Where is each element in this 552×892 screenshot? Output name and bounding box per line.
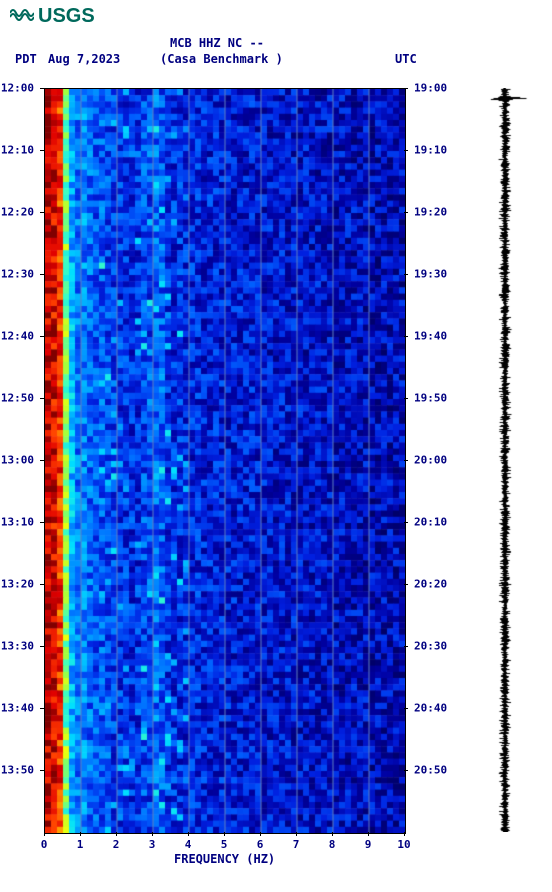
y-tick-right: 20:30 bbox=[414, 640, 447, 653]
y-tick-right: 19:00 bbox=[414, 82, 447, 95]
x-tick: 10 bbox=[397, 838, 410, 851]
right-timezone: UTC bbox=[395, 52, 417, 66]
x-tick: 2 bbox=[113, 838, 120, 851]
left-timezone: PDT bbox=[15, 52, 37, 66]
x-tick: 5 bbox=[221, 838, 228, 851]
y-tick-left: 13:40 bbox=[1, 702, 34, 715]
usgs-logo: USGS bbox=[10, 4, 95, 28]
spectrogram-chart: FREQUENCY (HZ) 12:0012:1012:2012:3012:40… bbox=[44, 88, 404, 832]
y-tick-left: 12:10 bbox=[1, 144, 34, 157]
y-tick-left: 13:30 bbox=[1, 640, 34, 653]
y-tick-left: 12:20 bbox=[1, 206, 34, 219]
x-tick: 7 bbox=[293, 838, 300, 851]
y-tick-right: 20:50 bbox=[414, 764, 447, 777]
x-tick: 3 bbox=[149, 838, 156, 851]
y-tick-right: 19:40 bbox=[414, 330, 447, 343]
y-tick-left: 13:20 bbox=[1, 578, 34, 591]
x-tick: 0 bbox=[41, 838, 48, 851]
x-axis-label: FREQUENCY (HZ) bbox=[174, 852, 275, 866]
station-name: (Casa Benchmark ) bbox=[160, 52, 283, 66]
y-tick-right: 19:20 bbox=[414, 206, 447, 219]
logo-wave-icon bbox=[10, 4, 34, 28]
y-tick-right: 20:10 bbox=[414, 516, 447, 529]
y-tick-right: 19:30 bbox=[414, 268, 447, 281]
y-tick-left: 13:00 bbox=[1, 454, 34, 467]
logo-text: USGS bbox=[38, 5, 95, 28]
y-tick-left: 13:10 bbox=[1, 516, 34, 529]
spectrogram-canvas bbox=[44, 88, 406, 834]
header-date: Aug 7,2023 bbox=[48, 52, 120, 66]
y-tick-right: 19:10 bbox=[414, 144, 447, 157]
x-tick: 9 bbox=[365, 838, 372, 851]
y-tick-left: 12:00 bbox=[1, 82, 34, 95]
x-tick: 1 bbox=[77, 838, 84, 851]
x-tick: 8 bbox=[329, 838, 336, 851]
y-tick-right: 20:40 bbox=[414, 702, 447, 715]
x-tick: 4 bbox=[185, 838, 192, 851]
y-tick-left: 12:40 bbox=[1, 330, 34, 343]
seismogram-canvas bbox=[470, 88, 540, 832]
x-tick: 6 bbox=[257, 838, 264, 851]
y-tick-right: 20:20 bbox=[414, 578, 447, 591]
seismogram-panel bbox=[470, 88, 540, 832]
y-tick-left: 12:30 bbox=[1, 268, 34, 281]
y-tick-right: 19:50 bbox=[414, 392, 447, 405]
y-tick-left: 12:50 bbox=[1, 392, 34, 405]
station-code: MCB HHZ NC -- bbox=[170, 36, 264, 50]
y-tick-right: 20:00 bbox=[414, 454, 447, 467]
y-tick-left: 13:50 bbox=[1, 764, 34, 777]
